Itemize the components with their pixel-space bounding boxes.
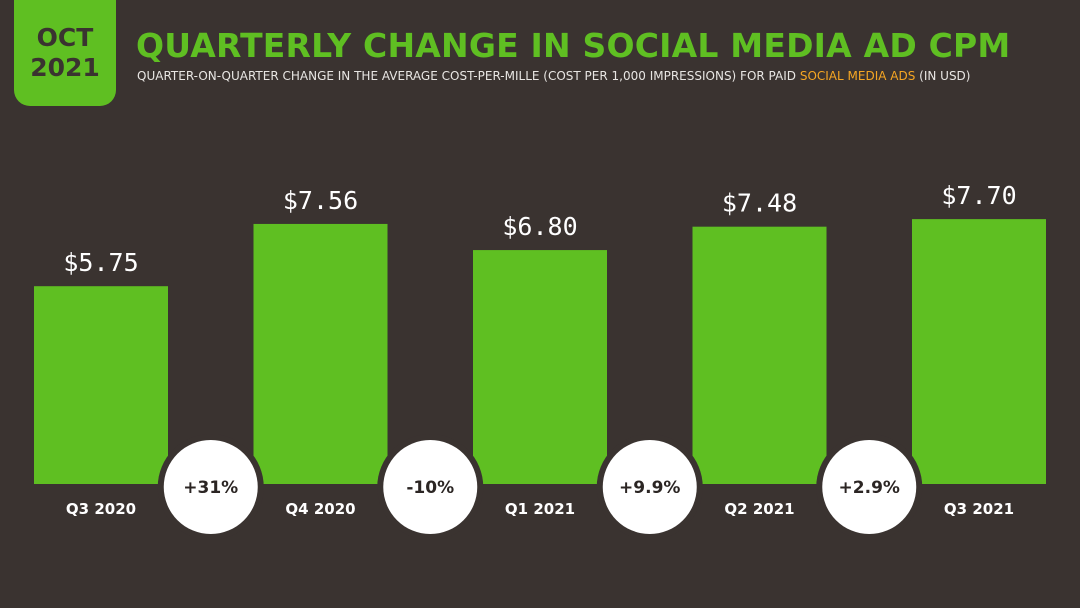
value-label-1: $5.75 [63,248,138,277]
subtitle-suffix: (IN USD) [915,69,971,83]
change-label-1: +31% [183,478,238,498]
category-label-5: Q3 2021 [944,500,1014,518]
chart-subtitle: QUARTER-ON-QUARTER CHANGE IN THE AVERAGE… [137,69,970,83]
category-label-2: Q4 2020 [285,500,355,518]
bar-2 [253,223,388,484]
category-label-3: Q1 2021 [505,500,575,518]
change-circle-3 [602,440,697,534]
bar-5 [912,219,1046,484]
subtitle-text: QUARTER-ON-QUARTER CHANGE IN THE AVERAGE… [137,69,800,83]
value-label-3: $6.80 [502,212,577,241]
change-circle-4 [822,440,917,534]
value-label-2: $7.56 [283,186,358,215]
value-label-4: $7.48 [722,189,797,218]
change-circle-2 [383,440,478,534]
badge-year: 2021 [30,53,100,82]
change-label-2: -10% [406,478,454,498]
bar-4 [692,226,827,485]
subtitle-highlight: SOCIAL MEDIA ADS [799,69,916,83]
category-label-1: Q3 2020 [66,500,136,518]
value-label-5: $7.70 [941,181,1016,210]
change-circle-1 [163,440,258,534]
chart-title: QUARTERLY CHANGE IN SOCIAL MEDIA AD CPM [136,26,1011,65]
bar-1 [34,286,168,484]
badge-month: OCT [36,23,94,52]
bar-3 [473,250,607,484]
date-badge: OCT 2021 [14,0,116,106]
change-label-3: +9.9% [619,478,680,498]
change-label-4: +2.9% [839,478,900,498]
category-label-4: Q2 2021 [724,500,794,518]
